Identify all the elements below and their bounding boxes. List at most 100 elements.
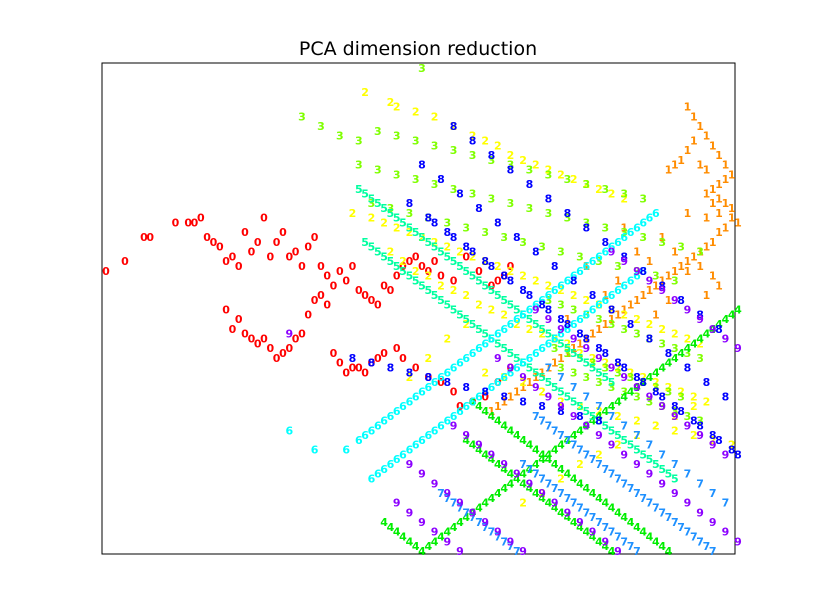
point-digit-2: 2 (349, 207, 357, 220)
point-digit-7: 7 (639, 492, 647, 505)
point-digit-4: 4 (715, 318, 723, 331)
point-digit-9: 9 (488, 448, 496, 461)
point-digit-0: 0 (292, 246, 300, 259)
point-digit-1: 1 (671, 246, 679, 259)
point-digit-4: 4 (570, 516, 578, 529)
point-digit-5: 5 (374, 197, 382, 210)
point-digit-1: 1 (582, 333, 590, 346)
point-digit-3: 3 (500, 231, 508, 244)
point-digit-2: 2 (538, 386, 546, 399)
point-digit-0: 0 (469, 395, 477, 408)
point-digit-6: 6 (639, 265, 647, 278)
point-digit-0: 0 (380, 347, 388, 360)
point-digit-2: 2 (633, 415, 641, 428)
point-digit-9: 9 (614, 545, 622, 558)
point-digit-1: 1 (620, 304, 628, 317)
point-digit-5: 5 (582, 357, 590, 370)
point-digit-7: 7 (570, 497, 578, 510)
point-digit-6: 6 (519, 357, 527, 370)
point-digit-5: 5 (551, 381, 559, 394)
point-digit-1: 1 (677, 260, 685, 273)
point-digit-5: 5 (500, 342, 508, 355)
point-digit-5: 5 (519, 308, 527, 321)
point-digit-7: 7 (582, 448, 590, 461)
point-digit-0: 0 (393, 342, 401, 355)
point-digit-5: 5 (424, 236, 432, 249)
point-digit-3: 3 (696, 352, 704, 365)
point-digit-5: 5 (564, 390, 572, 403)
point-digit-8: 8 (722, 390, 730, 403)
point-digit-3: 3 (608, 381, 616, 394)
point-digit-2: 2 (513, 318, 521, 331)
point-digit-6: 6 (412, 390, 420, 403)
point-digit-2: 2 (494, 139, 502, 152)
point-digit-3: 3 (557, 362, 565, 375)
point-digit-7: 7 (545, 419, 553, 432)
point-digit-1: 1 (690, 110, 698, 123)
point-digit-6: 6 (500, 371, 508, 384)
point-digit-7: 7 (488, 526, 496, 539)
point-digit-7: 7 (646, 497, 654, 510)
point-digit-2: 2 (481, 134, 489, 147)
point-digit-8: 8 (684, 362, 692, 375)
point-digit-4: 4 (500, 419, 508, 432)
point-digit-3: 3 (671, 405, 679, 418)
point-digit-0: 0 (235, 313, 243, 326)
point-digit-9: 9 (671, 410, 679, 423)
point-digit-1: 1 (551, 357, 559, 370)
point-digit-2: 2 (519, 154, 527, 167)
point-digit-0: 0 (254, 236, 262, 249)
point-digit-7: 7 (519, 458, 527, 471)
point-digit-2: 2 (677, 386, 685, 399)
point-digit-9: 9 (519, 545, 527, 558)
point-digit-4: 4 (564, 468, 572, 481)
point-digit-0: 0 (311, 231, 319, 244)
point-digit-4: 4 (481, 405, 489, 418)
point-digit-2: 2 (639, 371, 647, 384)
point-digit-0: 0 (279, 347, 287, 360)
point-digit-0: 0 (317, 260, 325, 273)
point-digit-4: 4 (576, 521, 584, 534)
point-digit-8: 8 (639, 376, 647, 389)
point-digit-4: 4 (608, 545, 616, 558)
point-digit-7: 7 (551, 424, 559, 437)
point-digit-1: 1 (703, 241, 711, 254)
point-digit-9: 9 (545, 313, 553, 326)
point-digit-2: 2 (570, 289, 578, 302)
point-digit-6: 6 (494, 376, 502, 389)
point-digit-2: 2 (462, 289, 470, 302)
point-digit-7: 7 (671, 458, 679, 471)
point-digit-2: 2 (431, 236, 439, 249)
point-digit-0: 0 (488, 279, 496, 292)
point-digit-7: 7 (576, 444, 584, 457)
point-digit-9: 9 (633, 458, 641, 471)
point-digit-6: 6 (399, 400, 407, 413)
point-digit-2: 2 (545, 279, 553, 292)
point-digit-2: 2 (418, 231, 426, 244)
point-digit-9: 9 (696, 429, 704, 442)
point-digit-5: 5 (513, 352, 521, 365)
point-digit-7: 7 (507, 540, 515, 553)
point-digit-6: 6 (494, 328, 502, 341)
point-digit-6: 6 (545, 337, 553, 350)
point-digit-8: 8 (488, 260, 496, 273)
point-digit-8: 8 (500, 270, 508, 283)
point-digit-2: 2 (443, 333, 451, 346)
point-digit-0: 0 (241, 328, 249, 341)
point-digit-6: 6 (532, 347, 540, 360)
point-digit-3: 3 (639, 192, 647, 205)
point-digit-4: 4 (545, 448, 553, 461)
point-digit-9: 9 (658, 400, 666, 413)
point-digit-2: 2 (393, 101, 401, 114)
point-digit-1: 1 (646, 255, 654, 268)
point-digit-2: 2 (576, 400, 584, 413)
point-digit-8: 8 (519, 284, 527, 297)
point-digit-5: 5 (545, 328, 553, 341)
point-digit-0: 0 (475, 265, 483, 278)
point-digit-0: 0 (330, 347, 338, 360)
point-digit-6: 6 (513, 362, 521, 375)
point-digit-9: 9 (658, 477, 666, 490)
point-digit-9: 9 (418, 516, 426, 529)
point-digit-3: 3 (336, 130, 344, 143)
point-digit-3: 3 (684, 410, 692, 423)
